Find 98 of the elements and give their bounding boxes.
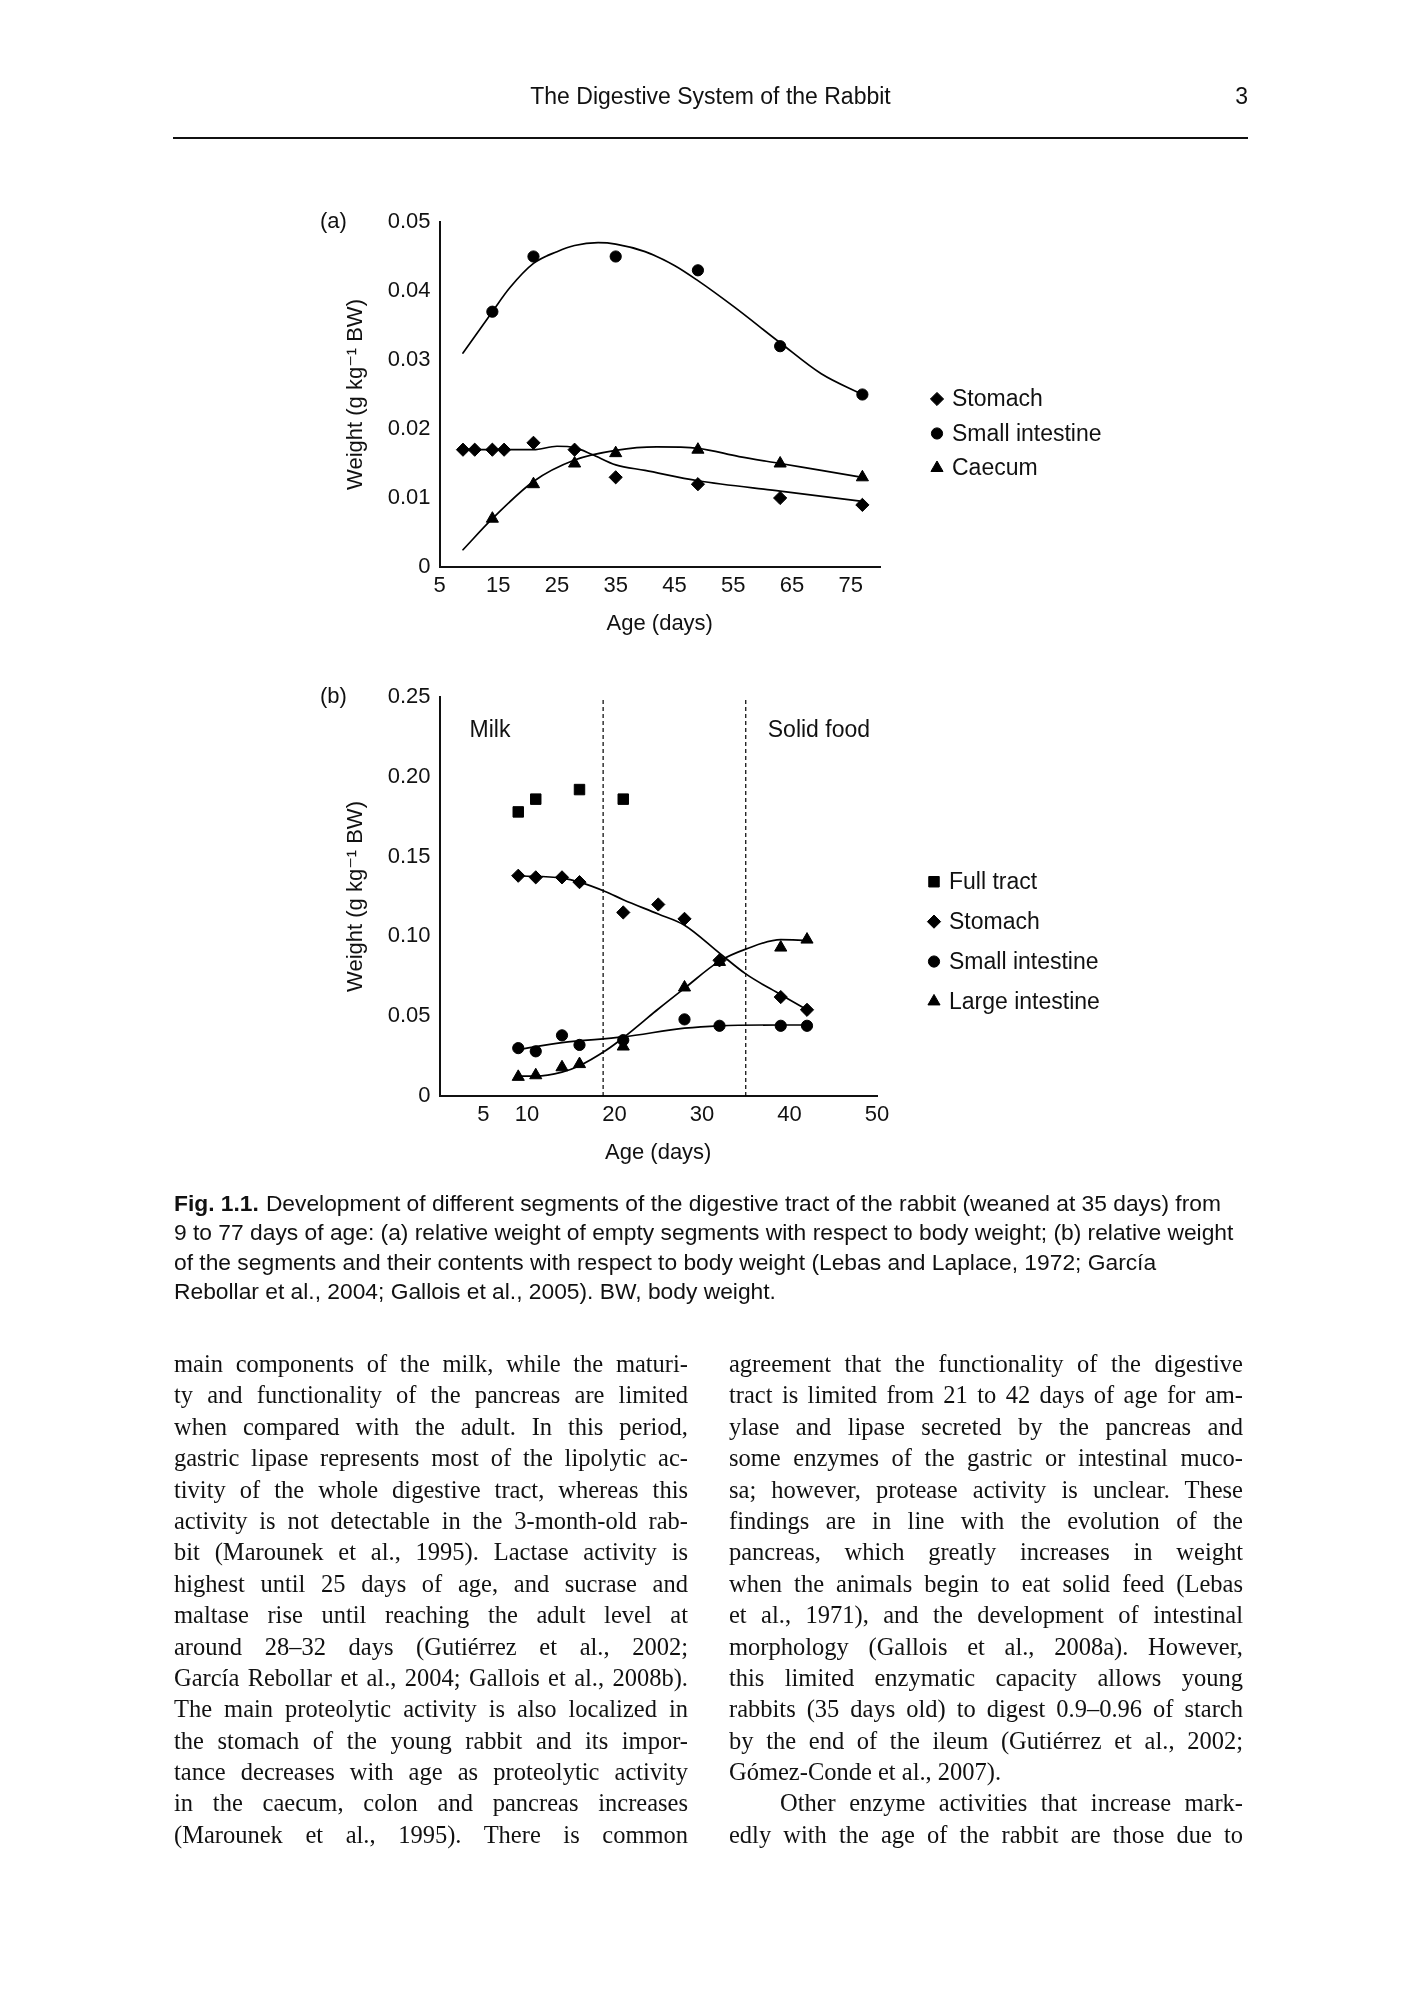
point <box>616 905 631 920</box>
x-tick-label: 55 <box>720 572 746 598</box>
point <box>800 1019 814 1032</box>
point <box>855 497 870 512</box>
point <box>573 1038 586 1052</box>
x-tick-label: 75 <box>838 572 863 598</box>
x-tick-label: 10 <box>514 1101 540 1127</box>
y-tick-label: 0.25 <box>387 683 431 709</box>
y-tick-label: 0.03 <box>387 346 431 372</box>
y-tick-label: 0.15 <box>387 842 431 868</box>
point <box>617 793 629 805</box>
y-tick-label: 0.04 <box>387 277 431 303</box>
point <box>511 1069 525 1081</box>
x-tick-label: 45 <box>662 572 687 598</box>
x-tick-label: 15 <box>485 572 511 598</box>
point <box>529 1045 542 1058</box>
point <box>526 435 541 450</box>
y-tick-label: 0.05 <box>387 208 431 234</box>
point <box>512 1042 525 1055</box>
point <box>572 875 587 890</box>
legend-label: Stomach <box>949 907 1040 934</box>
point <box>572 1056 587 1069</box>
point <box>773 490 788 506</box>
point <box>691 264 705 277</box>
point <box>526 476 541 489</box>
y-axis-title: Weight (g kg⁻¹ BW) <box>342 299 368 490</box>
legend-label: Small intestine <box>949 947 1099 974</box>
text: agreement that the functionality of the digestive tract is limited from 21 to 42 days of age for am- ylase and lipase secreted by the pancreas and some enzymes of the gastric or intestinal muco- sa; however, protease activity is unclear. These findings are in line with the evolution of the pancreas, which greatly increases in weight when the animals begin to eat solid feed (Lebas et al., 1971), and the development of intestinal morphology (Gallois et al., 2008a). However, this limited enzymatic capacity allows young rabbits (35 days old) to digest 0.9–0.96 of starch by the end of the ileum (Gutiérrez et al., 2002; Gómez-Conde et al., 2007). <box>729 1350 1243 1786</box>
legend-label: Stomach <box>952 385 1043 412</box>
text: main components of the milk, while the maturi- ty and functionality of the pancreas are limited when compared with the adult. In this period, gastric lipase represents most of the lipolytic ac- tivity of the whole digestive tract, whereas this activity is not detectable in the 3-month-old rab- bit (Marounek et al., 1995). Lactase activity is highest until 25 days of age, and sucrase and maltase rise until reaching the adult level at around 28–32 days (Gutiérrez et al., 2002; García Rebollar et al., 2004; Gallois et al., 2008b). The main proteolytic activity is also localized in the stomach of the young rabbit and its impor- tance decreases with age as proteolytic activity in the caecum, colon and pancreas increases (Marounek et al., 1995). There is common <box>174 1350 688 1848</box>
point <box>485 511 499 523</box>
point <box>609 445 623 458</box>
point <box>512 806 524 818</box>
point <box>455 442 471 457</box>
x-axis-title: Age (days) <box>606 609 713 635</box>
point <box>568 456 582 468</box>
x-tick-label: 20 <box>602 1101 627 1127</box>
point <box>528 870 543 885</box>
point <box>511 868 526 883</box>
x-tick-label: 40 <box>777 1101 802 1127</box>
y-tick-label: 0.10 <box>387 922 431 948</box>
point <box>773 456 787 468</box>
y-tick-label: 0 <box>418 1082 431 1108</box>
text: The Digestive System of the Rabbit <box>530 83 891 109</box>
legend-label: Caecum <box>952 454 1038 481</box>
legend-label: Large intestine <box>949 987 1100 1014</box>
point <box>855 469 869 482</box>
point <box>799 1002 815 1017</box>
point <box>486 305 499 318</box>
point <box>527 250 540 263</box>
x-tick-label: 65 <box>779 572 805 598</box>
y-tick-label: 0.20 <box>387 762 431 788</box>
point <box>651 897 666 912</box>
point <box>774 1019 787 1032</box>
point <box>773 989 788 1005</box>
y-tick-label: 0.05 <box>387 1002 431 1028</box>
chart-title: (a) <box>320 208 347 234</box>
point <box>609 250 622 263</box>
point <box>608 470 623 485</box>
point <box>555 1059 569 1072</box>
x-tick-label: 50 <box>864 1101 890 1127</box>
point <box>856 388 869 401</box>
x-tick-label: 5 <box>477 1101 490 1127</box>
point <box>573 783 586 796</box>
point <box>554 870 570 885</box>
y-tick-label: 0.01 <box>387 484 431 510</box>
point <box>567 442 582 457</box>
text: Other enzyme activities that increase mark- edly with the age of the rabbit are those due to <box>729 1788 1243 1850</box>
y-tick-label: 0.02 <box>387 415 431 441</box>
x-tick-label: 35 <box>603 572 628 598</box>
point <box>555 1029 569 1042</box>
chart-title: (b) <box>320 683 347 709</box>
caption: Fig. 1.1. <box>174 1190 259 1216</box>
legend-label: Small intestine <box>952 419 1102 446</box>
point <box>713 1019 726 1032</box>
point <box>485 442 500 457</box>
point <box>690 477 706 492</box>
point <box>691 442 705 454</box>
text: 3 <box>1234 83 1248 109</box>
point <box>800 932 814 944</box>
point <box>774 340 787 353</box>
point <box>677 911 692 926</box>
point <box>467 442 482 457</box>
legend-label: Full tract <box>949 868 1038 895</box>
point <box>497 442 512 457</box>
x-tick-label: 5 <box>433 572 446 598</box>
point <box>677 979 692 992</box>
y-tick-label: 0 <box>418 553 431 579</box>
point <box>530 793 542 805</box>
x-tick-label: 30 <box>689 1101 715 1127</box>
x-axis-title: Age (days) <box>605 1138 712 1164</box>
point <box>678 1013 691 1026</box>
x-tick-label: 25 <box>544 572 570 598</box>
annotation: Solid food <box>767 716 871 743</box>
y-axis-title: Weight (g kg⁻¹ BW) <box>342 801 368 992</box>
point <box>774 940 788 952</box>
annotation: Milk <box>469 716 511 743</box>
point <box>529 1067 543 1080</box>
